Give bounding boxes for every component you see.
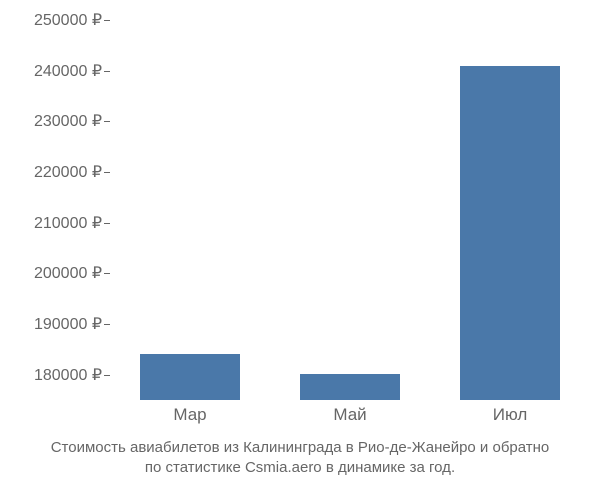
y-tick-mark: [104, 223, 110, 224]
bar: [140, 354, 239, 400]
y-tick-mark: [104, 71, 110, 72]
bar: [300, 374, 399, 400]
y-tick-label: 190000 ₽: [34, 314, 102, 334]
x-tick-label: Июл: [493, 405, 528, 425]
y-tick-label: 180000 ₽: [34, 365, 102, 385]
plot-area: [110, 20, 590, 400]
y-tick-mark: [104, 172, 110, 173]
y-tick-label: 220000 ₽: [34, 162, 102, 182]
y-tick-mark: [104, 324, 110, 325]
y-tick-label: 210000 ₽: [34, 213, 102, 233]
y-tick-label: 240000 ₽: [34, 61, 102, 81]
y-tick-mark: [104, 273, 110, 274]
price-chart: Стоимость авиабилетов из Калининграда в …: [0, 0, 600, 500]
y-tick-label: 200000 ₽: [34, 263, 102, 283]
y-tick-mark: [104, 20, 110, 21]
caption-line-2: по статистике Csmia.aero в динамике за г…: [0, 458, 600, 478]
x-tick-label: Май: [333, 405, 366, 425]
y-tick-label: 230000 ₽: [34, 111, 102, 131]
y-tick-label: 250000 ₽: [34, 10, 102, 30]
chart-caption: Стоимость авиабилетов из Калининграда в …: [0, 438, 600, 479]
caption-line-1: Стоимость авиабилетов из Калининграда в …: [0, 438, 600, 458]
x-tick-label: Мар: [173, 405, 206, 425]
y-tick-mark: [104, 121, 110, 122]
y-tick-mark: [104, 375, 110, 376]
bar: [460, 66, 559, 400]
